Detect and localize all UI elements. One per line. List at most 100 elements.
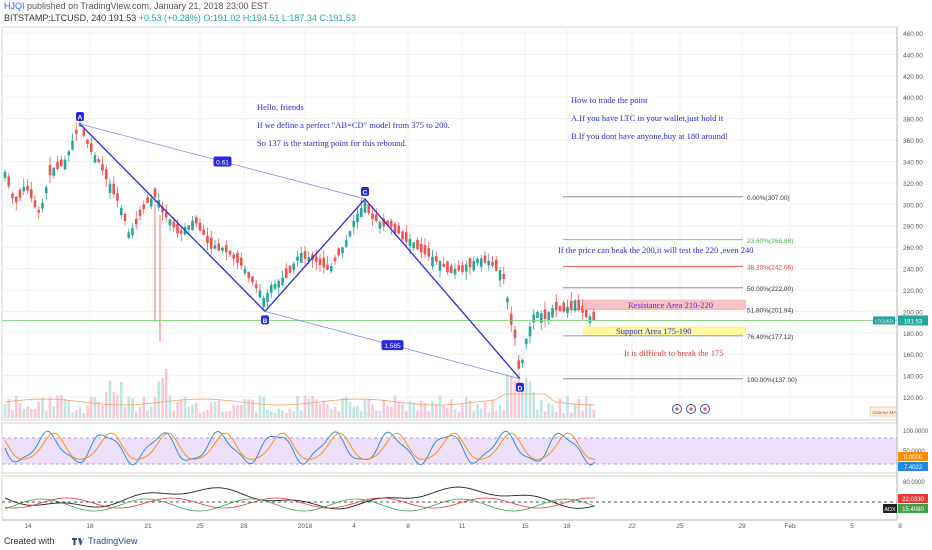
volume-bar <box>506 374 509 418</box>
y-tick-label: 180.00 <box>903 331 923 338</box>
volume-bar <box>337 411 341 418</box>
volume-bar <box>146 410 149 418</box>
candle-body <box>74 129 78 134</box>
point-a-badge <box>76 112 84 121</box>
y-tick-label: 360.00 <box>903 138 923 145</box>
resistance-zone <box>583 299 746 310</box>
volume-bar <box>348 401 352 418</box>
volume-bar <box>524 377 528 418</box>
volume-bar <box>14 395 18 418</box>
di-plus-tag-label: 15.4080 <box>902 507 924 513</box>
candle-body <box>288 265 292 273</box>
fib-level-label: 50.00%(222.00) <box>747 286 793 293</box>
volume-bar <box>232 404 236 418</box>
candle-body <box>176 223 179 234</box>
candle-body <box>592 311 596 321</box>
candle-body <box>292 263 296 271</box>
x-tick-label: 8 <box>898 523 902 530</box>
candle-body <box>404 232 408 242</box>
y-tick-label: 200.00 <box>903 309 923 316</box>
candle-body <box>363 201 367 213</box>
volume-bar <box>284 412 288 418</box>
candle-body <box>198 222 202 231</box>
candle-body <box>101 164 104 171</box>
candle-body <box>401 231 404 240</box>
volume-bar <box>183 397 187 418</box>
point-b-badge <box>261 315 269 325</box>
candle-body <box>498 270 502 281</box>
candle-body <box>457 265 461 271</box>
y-tick-label: 340.00 <box>903 159 923 166</box>
note-trade-line: B.If you dont have anyone,buy at 180 aro… <box>571 131 728 141</box>
volume-bar <box>359 411 363 418</box>
volume-bar <box>67 400 71 418</box>
volume-bar <box>547 403 551 418</box>
volume-bar <box>239 404 243 418</box>
volume-bar <box>164 368 168 418</box>
tradingview-brand[interactable]: TradingView <box>88 536 138 546</box>
volume-bar <box>194 402 198 418</box>
volume-bar <box>401 403 404 418</box>
volume-bar <box>352 406 356 418</box>
ratio-badge <box>381 340 404 351</box>
candle-body <box>491 261 494 266</box>
candle-body <box>558 306 562 312</box>
volume-bar <box>498 404 502 418</box>
symbol-tag-label: LTCUSD <box>875 318 893 323</box>
volume-bar <box>427 411 431 418</box>
y-tick-label: 300.00 <box>903 202 923 209</box>
candle-body <box>382 218 386 227</box>
volume-bar <box>74 410 78 418</box>
candle-body <box>551 307 554 318</box>
candle-body <box>116 193 119 201</box>
fib-level-label: 76.40%(177.12) <box>747 334 793 341</box>
volume-bar <box>48 397 52 418</box>
created-with-text: Created with <box>4 536 55 546</box>
x-tick-label: 2018 <box>298 523 313 530</box>
candle-body <box>532 314 536 323</box>
candle-body <box>146 197 149 203</box>
candle-body <box>14 196 18 203</box>
volume-bar <box>494 411 498 418</box>
author-name[interactable]: HJQI <box>4 1 25 11</box>
candle-body <box>37 209 41 213</box>
volume-bar <box>41 397 44 418</box>
volume-bar <box>37 401 41 418</box>
candle-body <box>44 187 48 194</box>
volume-bar <box>254 412 258 418</box>
note-support: Support Area 175-190 <box>616 326 692 336</box>
candle-body <box>408 239 412 247</box>
candle-body <box>281 277 284 286</box>
volume-bar <box>479 408 483 418</box>
volume-bar <box>153 397 157 418</box>
candle-body <box>468 258 472 268</box>
volume-bar <box>206 409 209 418</box>
x-tick-label: 28 <box>240 523 248 530</box>
volume-bar <box>273 412 277 418</box>
volume-bar <box>3 403 7 418</box>
volume-bar <box>446 407 449 418</box>
volume-bar <box>438 395 442 418</box>
candle-body <box>187 225 191 230</box>
candle-body <box>566 306 569 314</box>
volume-bar <box>404 411 408 418</box>
candle-body <box>494 259 498 271</box>
volume-bar <box>71 412 74 418</box>
di-plus-tag <box>898 504 928 513</box>
point-d-label: D <box>518 385 523 392</box>
candle-body <box>262 297 266 307</box>
volume-bar <box>419 400 423 418</box>
candle-body <box>584 308 588 318</box>
support-zone <box>583 326 746 336</box>
volume-bar <box>213 401 217 418</box>
volume-bar <box>86 405 89 418</box>
volume-bar <box>56 395 59 418</box>
y-tick-label: 400.00 <box>903 95 923 102</box>
x-tick-label: 18 <box>86 523 94 530</box>
candle-body <box>296 256 299 261</box>
candle-body <box>442 263 446 267</box>
candle-body <box>539 313 543 323</box>
candle-body <box>371 213 374 220</box>
volume-bar <box>7 398 11 418</box>
